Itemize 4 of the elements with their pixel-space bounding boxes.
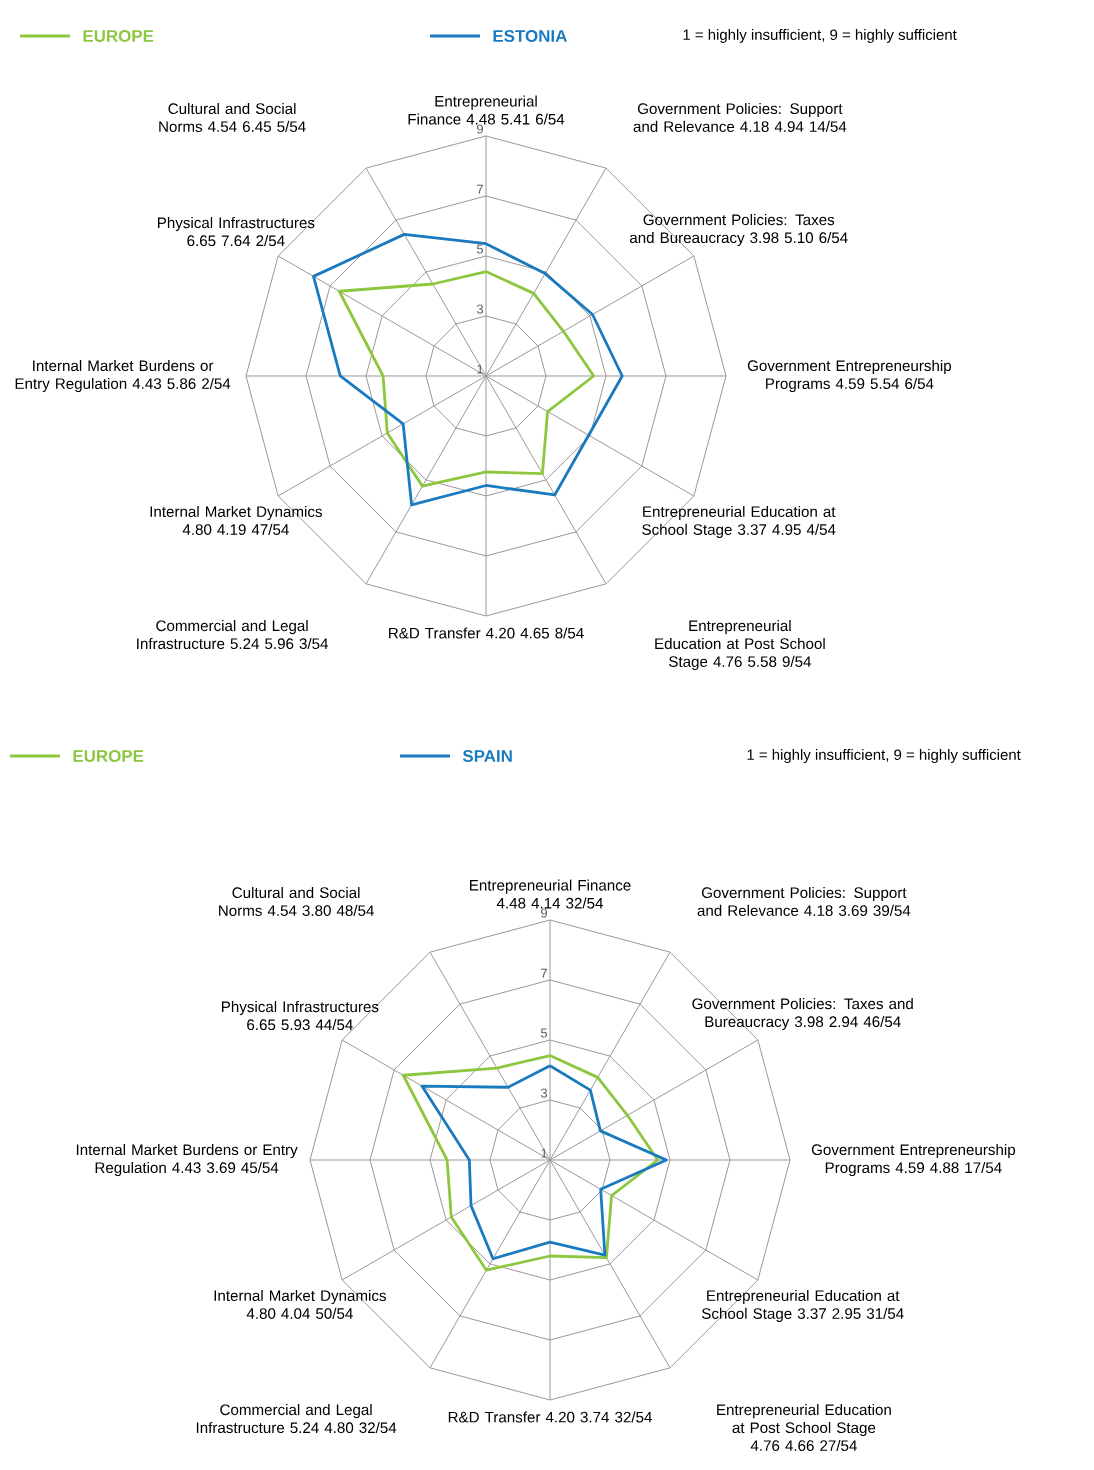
legend-label: ESTONIA <box>493 30 567 42</box>
legend-label: EUROPE <box>73 750 144 762</box>
legend-label: EUROPE <box>83 30 154 42</box>
legend-label: SPAIN <box>462 750 512 762</box>
